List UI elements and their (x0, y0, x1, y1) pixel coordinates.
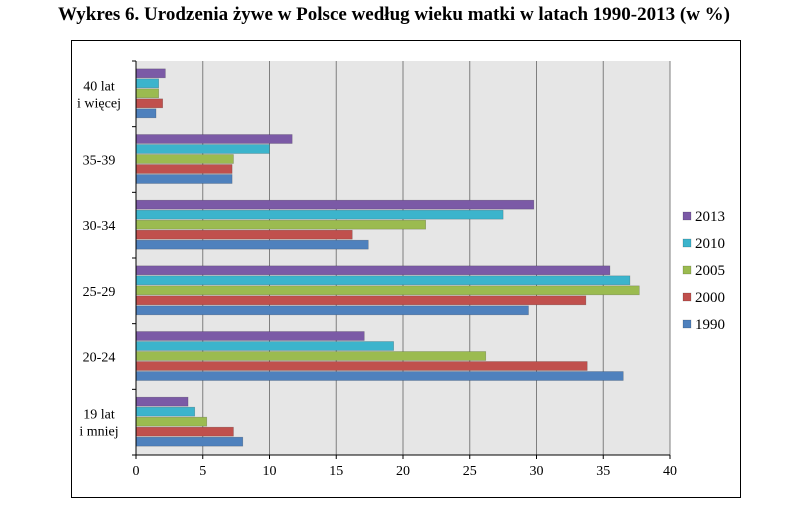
x-tick-label: 10 (263, 464, 277, 479)
legend-swatch-2010 (682, 238, 692, 248)
category-label: 30-34 (83, 219, 116, 234)
bar-2005-5 (135, 416, 208, 427)
bar-2000-4 (135, 361, 588, 371)
x-tick-label: 5 (199, 464, 206, 479)
bar-2005-1 (135, 154, 234, 164)
bar-2005-0 (135, 88, 159, 99)
bar-2000-5 (135, 426, 234, 437)
legend-label-1990: 1990 (695, 317, 725, 333)
bar-2013-3 (135, 265, 611, 276)
bar-1990-5 (135, 436, 244, 447)
bar-2000-0 (135, 98, 164, 109)
bar-2010-4 (135, 341, 394, 351)
x-tick-label: 30 (530, 464, 544, 479)
x-tick-label: 35 (596, 464, 610, 479)
bar-2000-1 (135, 164, 233, 174)
x-tick-label: 40 (663, 464, 677, 479)
bar-2010-2 (135, 209, 504, 220)
x-tick-label: 0 (133, 464, 140, 479)
legend-swatch-2013 (682, 211, 692, 221)
x-tick-label: 20 (396, 464, 410, 479)
legend-label-2005: 2005 (695, 263, 725, 279)
bar-2005-4 (135, 351, 487, 361)
bar-2005-3 (135, 285, 640, 296)
chart-frame: 40 lat i więcej 35-39 30-34 25-29 20-24 19 lat… (71, 40, 741, 498)
bar-chart: 40 lat i więcej 35-39 30-34 25-29 20-24 19 lat… (77, 60, 725, 479)
bar-2013-0 (135, 68, 166, 79)
category-label: 40 lat i więcej (77, 79, 121, 111)
bar-2010-0 (135, 78, 159, 89)
bar-1990-4 (135, 371, 624, 381)
legend-swatch-1990 (682, 319, 692, 329)
category-label: 20-24 (83, 351, 116, 366)
legend-swatch-2000 (682, 292, 692, 302)
bar-2013-5 (135, 396, 189, 407)
legend-label-2000: 2000 (695, 290, 725, 306)
x-tick-label: 25 (463, 464, 477, 479)
bar-2010-5 (135, 406, 196, 417)
bar-2013-2 (135, 199, 535, 210)
category-label: 35-39 (83, 154, 116, 169)
chart-title: Wykres 6. Urodzenia żywe w Polsce według… (58, 4, 730, 25)
legend-label-2010: 2010 (695, 236, 725, 252)
bar-2013-4 (135, 331, 365, 341)
bar-2010-1 (135, 144, 270, 154)
category-label: 19 lat i mniej (79, 408, 118, 440)
x-tick-label: 15 (329, 464, 343, 479)
bar-1990-1 (135, 174, 233, 184)
bar-1990-0 (135, 108, 157, 119)
bar-2013-1 (135, 134, 293, 144)
bar-2010-3 (135, 275, 631, 286)
legend-label-2013: 2013 (695, 209, 725, 225)
category-label: 25-29 (83, 285, 116, 300)
bar-1990-2 (135, 239, 369, 250)
bar-2000-2 (135, 229, 353, 240)
bar-2000-3 (135, 295, 587, 306)
bar-2005-2 (135, 219, 426, 230)
bar-1990-3 (135, 305, 529, 316)
legend-swatch-2005 (682, 265, 692, 275)
